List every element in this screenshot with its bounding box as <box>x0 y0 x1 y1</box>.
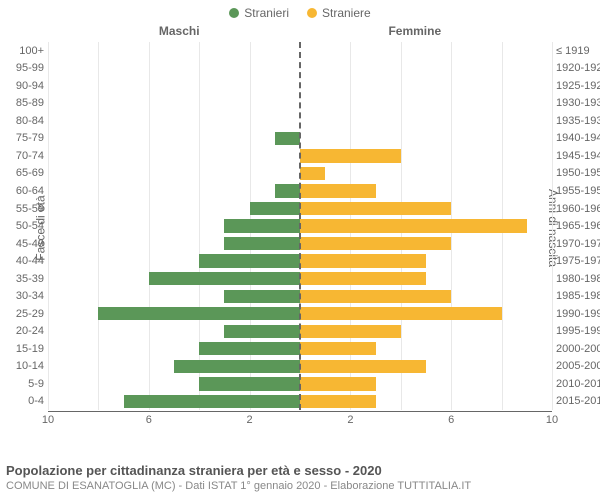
age-label: 20-24 <box>16 325 48 337</box>
plot-area: 100+≤ 191995-991920-192490-941925-192985… <box>48 42 552 410</box>
bar-male <box>199 254 300 267</box>
birth-year-label: 1965-1969 <box>552 220 600 232</box>
age-label: 50-54 <box>16 220 48 232</box>
legend-item-straniere: Straniere <box>307 6 371 20</box>
birth-year-label: ≤ 1919 <box>552 45 590 57</box>
bar-male <box>250 202 300 215</box>
bar-male <box>224 290 300 303</box>
age-label: 0-4 <box>28 395 48 407</box>
bar-female <box>300 219 527 232</box>
birth-year-label: 1975-1979 <box>552 255 600 267</box>
birth-year-label: 1955-1959 <box>552 185 600 197</box>
chart-footer: Popolazione per cittadinanza straniera p… <box>6 463 594 492</box>
bar-female <box>300 167 325 180</box>
legend-item-stranieri: Stranieri <box>229 6 289 20</box>
bar-female <box>300 307 502 320</box>
bar-female <box>300 290 451 303</box>
bar-female <box>300 395 376 408</box>
bar-female <box>300 254 426 267</box>
age-label: 40-44 <box>16 255 48 267</box>
chart-title: Popolazione per cittadinanza straniera p… <box>6 463 594 478</box>
x-tick: 6 <box>448 414 454 426</box>
age-label: 45-49 <box>16 238 48 250</box>
x-tick: 6 <box>146 414 152 426</box>
legend-swatch-stranieri <box>229 8 239 18</box>
age-label: 80-84 <box>16 115 48 127</box>
bar-female <box>300 360 426 373</box>
bar-male <box>149 272 300 285</box>
birth-year-label: 1970-1974 <box>552 238 600 250</box>
chart-subtitle: COMUNE DI ESANATOGLIA (MC) - Dati ISTAT … <box>6 480 594 492</box>
birth-year-label: 2010-2014 <box>552 378 600 390</box>
age-label: 25-29 <box>16 308 48 320</box>
birth-year-label: 2000-2004 <box>552 343 600 355</box>
age-label: 85-89 <box>16 97 48 109</box>
bar-female <box>300 202 451 215</box>
age-label: 60-64 <box>16 185 48 197</box>
birth-year-label: 1925-1929 <box>552 80 600 92</box>
birth-year-label: 1985-1989 <box>552 290 600 302</box>
bar-male <box>124 395 300 408</box>
x-axis: 10622610 <box>48 411 552 432</box>
birth-year-label: 2005-2009 <box>552 360 600 372</box>
birth-year-label: 1990-1994 <box>552 308 600 320</box>
age-label: 65-69 <box>16 167 48 179</box>
age-label: 35-39 <box>16 273 48 285</box>
birth-year-label: 1935-1939 <box>552 115 600 127</box>
bar-male <box>224 237 300 250</box>
x-tick: 10 <box>546 414 558 426</box>
bar-female <box>300 325 401 338</box>
bar-female <box>300 184 376 197</box>
bar-female <box>300 149 401 162</box>
age-label: 5-9 <box>28 378 48 390</box>
x-tick: 10 <box>42 414 54 426</box>
bar-male <box>174 360 300 373</box>
birth-year-label: 1995-1999 <box>552 325 600 337</box>
bar-male <box>98 307 300 320</box>
population-pyramid-chart: Maschi Femmine Fasce di età Anni di nasc… <box>48 24 552 432</box>
age-label: 30-34 <box>16 290 48 302</box>
x-tick: 2 <box>247 414 253 426</box>
bar-male <box>224 219 300 232</box>
birth-year-label: 1940-1944 <box>552 132 600 144</box>
bar-female <box>300 272 426 285</box>
age-label: 70-74 <box>16 150 48 162</box>
bar-male <box>199 342 300 355</box>
birth-year-label: 1980-1984 <box>552 273 600 285</box>
bar-female <box>300 342 376 355</box>
age-label: 95-99 <box>16 62 48 74</box>
age-label: 55-59 <box>16 203 48 215</box>
column-title-femmine: Femmine <box>388 24 441 38</box>
age-label: 10-14 <box>16 360 48 372</box>
birth-year-label: 1930-1934 <box>552 97 600 109</box>
legend-label-stranieri: Stranieri <box>244 6 289 20</box>
legend-label-straniere: Straniere <box>322 6 371 20</box>
column-title-maschi: Maschi <box>159 24 200 38</box>
x-tick: 2 <box>347 414 353 426</box>
age-label: 100+ <box>19 45 48 57</box>
birth-year-label: 1920-1924 <box>552 62 600 74</box>
legend: Stranieri Straniere <box>0 0 600 20</box>
bar-female <box>300 377 376 390</box>
legend-swatch-straniere <box>307 8 317 18</box>
birth-year-label: 1945-1949 <box>552 150 600 162</box>
age-label: 15-19 <box>16 343 48 355</box>
center-divider <box>299 42 301 410</box>
birth-year-label: 1950-1954 <box>552 167 600 179</box>
bar-male <box>275 132 300 145</box>
bar-male <box>224 325 300 338</box>
bar-male <box>275 184 300 197</box>
birth-year-label: 1960-1964 <box>552 203 600 215</box>
age-label: 75-79 <box>16 132 48 144</box>
age-label: 90-94 <box>16 80 48 92</box>
bar-male <box>199 377 300 390</box>
bar-female <box>300 237 451 250</box>
birth-year-label: 2015-2019 <box>552 395 600 407</box>
